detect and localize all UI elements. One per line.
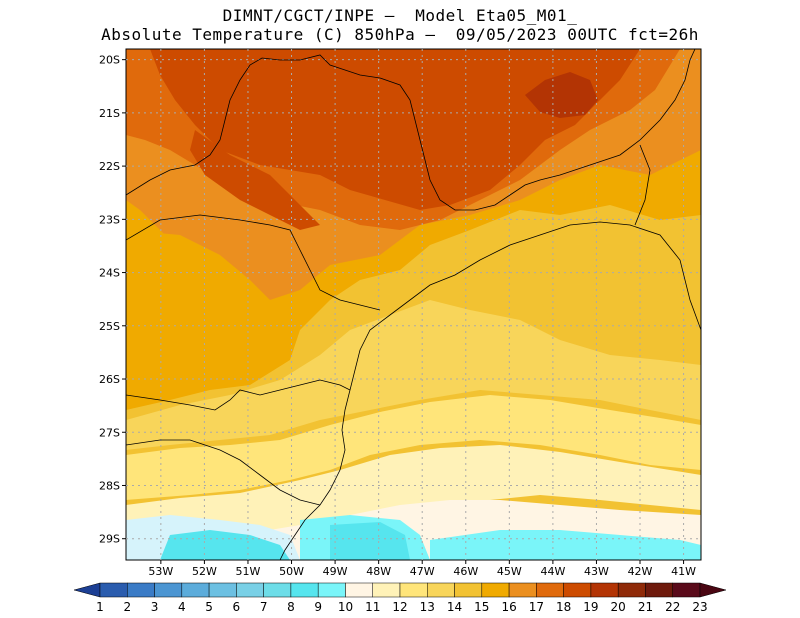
colorbar-swatch [263,582,292,598]
colorbar-label: 6 [233,600,241,614]
colorbar-swatch [399,582,428,598]
colorbar-label: 19 [583,600,598,614]
colorbar-swatch [154,582,183,598]
colorbar-label: 3 [151,600,159,614]
lat-label: 27S [99,426,120,439]
colorbar-label: 23 [692,600,707,614]
lon-label: 52W [192,565,217,578]
colorbar-label: 20 [611,600,626,614]
colorbar-label: 1 [96,600,104,614]
lat-label: 28S [99,479,120,492]
colorbar-swatch [208,582,237,598]
colorbar-arrow-left [73,582,101,598]
colorbar-label: 22 [665,600,680,614]
lat-label: 25S [99,320,120,333]
lat-label: 21S [99,107,120,120]
lon-label: 47W [410,565,435,578]
lat-label: 23S [99,213,120,226]
lon-label: 51W [236,565,261,578]
lon-label: 53W [148,565,173,578]
colorbar-swatch [427,582,455,598]
colorbar-label: 2 [123,600,131,614]
colorbar-label: 16 [501,600,516,614]
colorbar-swatch [317,582,346,598]
colorbar-label: 17 [529,600,544,614]
colorbar-label: 7 [260,600,268,614]
colorbar-swatch [672,582,701,598]
colorbar-label: 18 [556,600,571,614]
temperature-field [126,49,701,560]
colorbar-swatch [345,582,373,598]
map-grid [126,49,701,560]
colorbar-label: 8 [287,600,295,614]
colorbar-swatch [372,582,401,598]
colorbar-label: 12 [392,600,407,614]
lon-label: 44W [540,565,565,578]
colorbar-label: 10 [338,600,353,614]
colorbar-swatch [508,582,537,598]
colorbar: 1 2 3 4 5 6 7 8 9 10 11 12 13 14 15 16 17 18 19 20 21 22 23 [73,582,727,614]
lon-label: 50W [279,565,304,578]
lon-label: 41W [671,565,696,578]
colorbar-swatch [181,582,210,598]
lat-label: 22S [99,160,120,173]
colorbar-swatch [236,582,264,598]
colorbar-label: 15 [474,600,489,614]
lat-label: 29S [99,533,120,546]
colorbar-swatch [645,582,673,598]
lon-label: 46W [453,565,478,578]
colorbar-arrow-right [699,582,727,598]
lat-label: 20S [99,54,120,67]
coastline-borders [126,49,701,560]
lon-label: 43W [584,565,609,578]
map-title-line2: Absolute Temperature (C) 850hPa – 09/05/… [101,25,699,44]
lat-label: 24S [99,267,120,280]
colorbar-label: 9 [314,600,322,614]
colorbar-swatch [536,582,564,598]
colorbar-label: 11 [365,600,380,614]
lat-label: 26S [99,373,120,386]
lon-label: 42W [628,565,653,578]
colorbar-swatch [563,582,592,598]
lon-label: 49W [323,565,348,578]
lon-label: 45W [497,565,522,578]
colorbar-label: 21 [638,600,653,614]
map-title-line1: DIMNT/CGCT/INPE – Model Eta05_M01_ [222,6,578,25]
colorbar-swatch [454,582,483,598]
colorbar-swatch [290,582,319,598]
colorbar-swatch [127,582,155,598]
colorbar-swatch [590,582,619,598]
colorbar-label: 13 [420,600,435,614]
lon-label: 48W [366,565,391,578]
colorbar-swatch [617,582,646,598]
colorbar-label: 5 [205,600,213,614]
colorbar-swatch [481,582,510,598]
colorbar-label: 14 [447,600,462,614]
colorbar-label: 4 [178,600,186,614]
colorbar-swatch [99,582,128,598]
